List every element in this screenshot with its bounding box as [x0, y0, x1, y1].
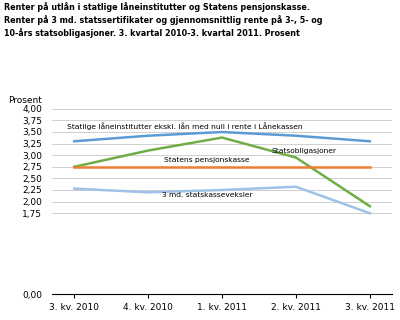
Text: 3 md. statskasseveksler: 3 md. statskasseveksler — [162, 192, 252, 198]
Text: Renter på utlån i statlige låneinstitutter og Statens pensjonskasse.
Renter på 3: Renter på utlån i statlige låneinstitutt… — [4, 2, 322, 38]
Text: Statlige låneinstitutter ekskl. lån med null i rente i Lånekassen: Statlige låneinstitutter ekskl. lån med … — [67, 122, 303, 130]
Text: Statsobligasjoner: Statsobligasjoner — [272, 148, 336, 154]
Text: Prosent: Prosent — [8, 96, 42, 105]
Text: Statens pensjonskasse: Statens pensjonskasse — [164, 157, 250, 163]
